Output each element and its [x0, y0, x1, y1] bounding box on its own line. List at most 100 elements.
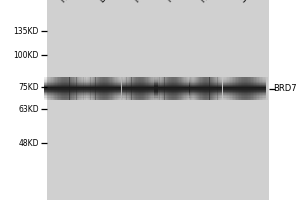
- Bar: [152, 77, 154, 100]
- Bar: [44, 95, 85, 96]
- Bar: [116, 77, 118, 100]
- Bar: [44, 86, 85, 87]
- Bar: [119, 77, 120, 100]
- Bar: [115, 77, 117, 100]
- Bar: [158, 77, 160, 100]
- Bar: [157, 77, 158, 100]
- Bar: [57, 77, 58, 100]
- Bar: [85, 90, 122, 91]
- Bar: [168, 77, 169, 100]
- Bar: [179, 77, 181, 100]
- Bar: [85, 77, 87, 100]
- Bar: [189, 93, 222, 94]
- Bar: [154, 97, 190, 98]
- Bar: [68, 77, 70, 100]
- Bar: [148, 77, 149, 100]
- Bar: [223, 90, 266, 91]
- Bar: [120, 77, 122, 100]
- Bar: [154, 90, 190, 91]
- Bar: [74, 77, 75, 100]
- Bar: [85, 89, 122, 90]
- Bar: [54, 77, 56, 100]
- Bar: [44, 87, 85, 88]
- Bar: [177, 77, 178, 100]
- Text: 135KD: 135KD: [14, 26, 39, 36]
- Bar: [58, 77, 60, 100]
- Bar: [184, 77, 186, 100]
- Bar: [44, 81, 85, 82]
- Bar: [85, 78, 122, 79]
- Bar: [122, 88, 158, 89]
- Bar: [211, 77, 212, 100]
- Text: BRD7: BRD7: [273, 84, 297, 93]
- Bar: [223, 99, 266, 100]
- Bar: [44, 80, 85, 81]
- Bar: [242, 77, 244, 100]
- Bar: [203, 77, 204, 100]
- Bar: [212, 77, 213, 100]
- Bar: [100, 77, 102, 100]
- Bar: [178, 77, 179, 100]
- Text: 100KD: 100KD: [14, 50, 39, 60]
- Bar: [223, 97, 266, 98]
- Bar: [140, 77, 141, 100]
- Bar: [208, 77, 210, 100]
- Text: Rat brain: Rat brain: [199, 0, 232, 4]
- Bar: [223, 84, 266, 85]
- Bar: [156, 77, 158, 100]
- Bar: [88, 77, 89, 100]
- Bar: [110, 77, 112, 100]
- Bar: [47, 77, 48, 100]
- Bar: [112, 77, 113, 100]
- Bar: [85, 77, 86, 100]
- Bar: [248, 77, 250, 100]
- Bar: [122, 91, 158, 92]
- Bar: [223, 94, 266, 95]
- Bar: [169, 77, 171, 100]
- Bar: [122, 96, 158, 97]
- Bar: [122, 80, 158, 81]
- Bar: [245, 77, 247, 100]
- Bar: [223, 83, 266, 84]
- Bar: [154, 99, 190, 100]
- Bar: [85, 94, 122, 95]
- Bar: [122, 97, 158, 98]
- Bar: [131, 77, 133, 100]
- Bar: [136, 77, 138, 100]
- Bar: [223, 85, 266, 86]
- Bar: [154, 95, 190, 96]
- Bar: [232, 77, 233, 100]
- Bar: [181, 77, 182, 100]
- Bar: [44, 77, 46, 100]
- Bar: [127, 77, 128, 100]
- Bar: [191, 77, 193, 100]
- Bar: [81, 77, 82, 100]
- Bar: [113, 77, 114, 100]
- Bar: [223, 93, 266, 94]
- Bar: [122, 87, 158, 88]
- Bar: [151, 77, 153, 100]
- Bar: [154, 89, 190, 90]
- Bar: [173, 77, 174, 100]
- Bar: [94, 77, 95, 100]
- Bar: [44, 98, 85, 99]
- Bar: [189, 81, 222, 82]
- Bar: [266, 77, 268, 100]
- Bar: [85, 87, 122, 88]
- Bar: [44, 88, 85, 89]
- Bar: [223, 78, 266, 79]
- Bar: [189, 92, 222, 93]
- Bar: [85, 92, 122, 93]
- Bar: [262, 77, 263, 100]
- Bar: [61, 77, 62, 100]
- Bar: [154, 86, 190, 87]
- Bar: [154, 93, 190, 94]
- Bar: [265, 77, 266, 100]
- Bar: [189, 78, 222, 79]
- Bar: [189, 94, 222, 95]
- Bar: [122, 82, 158, 83]
- Bar: [52, 77, 54, 100]
- Bar: [189, 83, 222, 84]
- Bar: [197, 77, 198, 100]
- Bar: [156, 77, 157, 100]
